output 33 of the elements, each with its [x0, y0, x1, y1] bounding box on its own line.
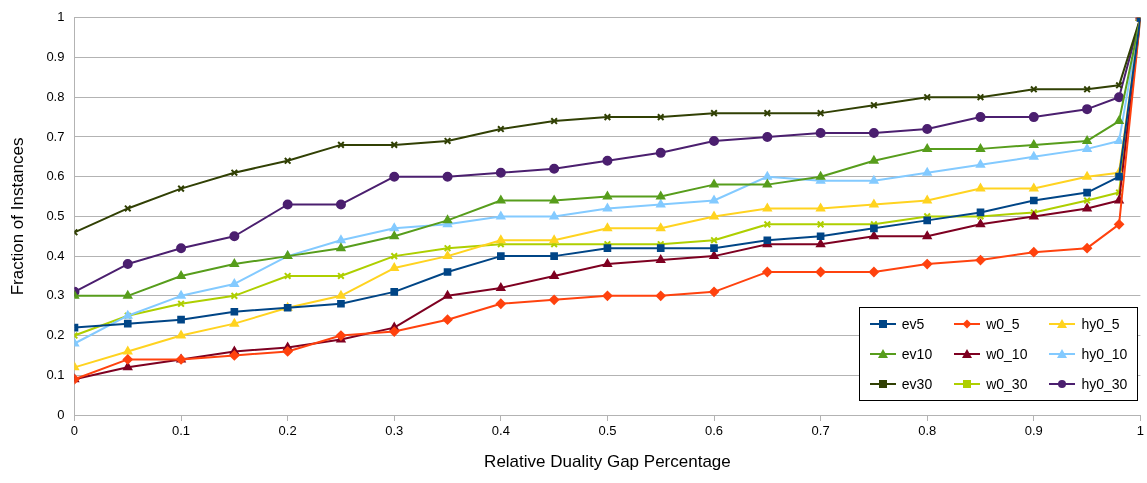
x-tick-label: 0.1 — [172, 423, 191, 439]
legend-label: hy0_5 — [1081, 316, 1120, 332]
legend-label: ev5 — [901, 316, 925, 332]
legend-label: hy0_10 — [1081, 346, 1128, 362]
y-tick-label: 0.1 — [46, 366, 65, 382]
x-tick-label: 0.8 — [918, 423, 937, 439]
y-tick-label: 0 — [57, 406, 65, 422]
y-tick-label: 1 — [57, 9, 65, 25]
y-tick-label: 0.5 — [46, 207, 65, 223]
y-tick-label: 0.8 — [46, 88, 65, 104]
x-tick-label: 0.9 — [1024, 423, 1043, 439]
y-tick-label: 0.4 — [46, 247, 65, 263]
x-tick-label: 0.2 — [278, 423, 297, 439]
x-tick-label: 0 — [70, 423, 79, 439]
x-tick-label: 0.4 — [491, 423, 510, 439]
y-tick-label: 0.2 — [46, 327, 65, 343]
y-tick-label: 0.6 — [46, 168, 65, 184]
legend-label: w0_5 — [986, 316, 1020, 332]
legend-label: w0_30 — [986, 376, 1028, 392]
y-axis-title: Fraction of Instances — [7, 137, 27, 296]
x-tick-label: 0.3 — [385, 423, 404, 439]
legend-label: ev10 — [901, 346, 933, 362]
y-tick-label: 0.3 — [46, 287, 65, 303]
x-tick-label: 0.6 — [704, 423, 724, 439]
y-tick-label: 0.7 — [46, 128, 65, 144]
legend-label: ev30 — [901, 376, 933, 392]
x-axis-title: Relative Duality Gap Percentage — [484, 452, 731, 472]
y-tick-label: 0.9 — [46, 49, 65, 65]
x-tick-label: 0.7 — [811, 423, 830, 439]
legend-label: w0_10 — [986, 346, 1028, 362]
x-tick-label: 0.5 — [598, 423, 617, 439]
x-tick-label: 1 — [1136, 423, 1144, 439]
legend-label: hy0_30 — [1081, 376, 1128, 392]
